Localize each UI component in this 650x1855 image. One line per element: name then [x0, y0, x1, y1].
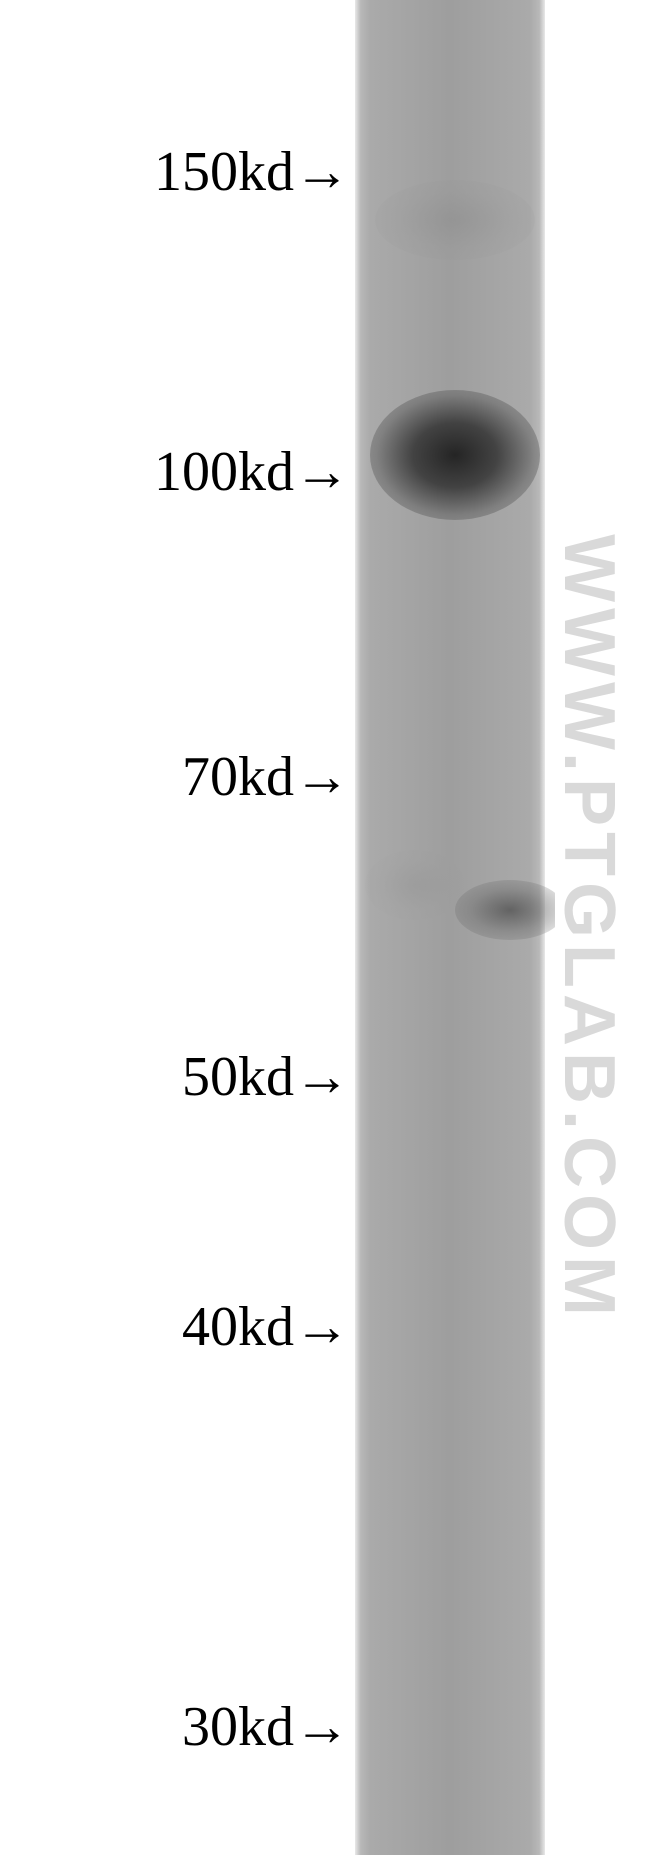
right-margin — [555, 0, 650, 1855]
blot-lane — [355, 0, 545, 1855]
marker-70kd: 70kd→ — [182, 745, 350, 809]
marker-40kd: 40kd→ — [182, 1295, 350, 1359]
faint-upper-band — [375, 180, 535, 260]
marker-100kd: 100kd→ — [154, 440, 350, 504]
faint-mid-band — [365, 850, 465, 920]
secondary-band — [455, 880, 565, 940]
marker-30kd: 30kd→ — [182, 1695, 350, 1759]
marker-150kd: 150kd→ — [154, 140, 350, 204]
western-blot-figure: 150kd→ 100kd→ 70kd→ 50kd→ 40kd→ 30kd→ WW… — [0, 0, 650, 1855]
main-band — [370, 390, 540, 520]
marker-50kd: 50kd→ — [182, 1045, 350, 1109]
